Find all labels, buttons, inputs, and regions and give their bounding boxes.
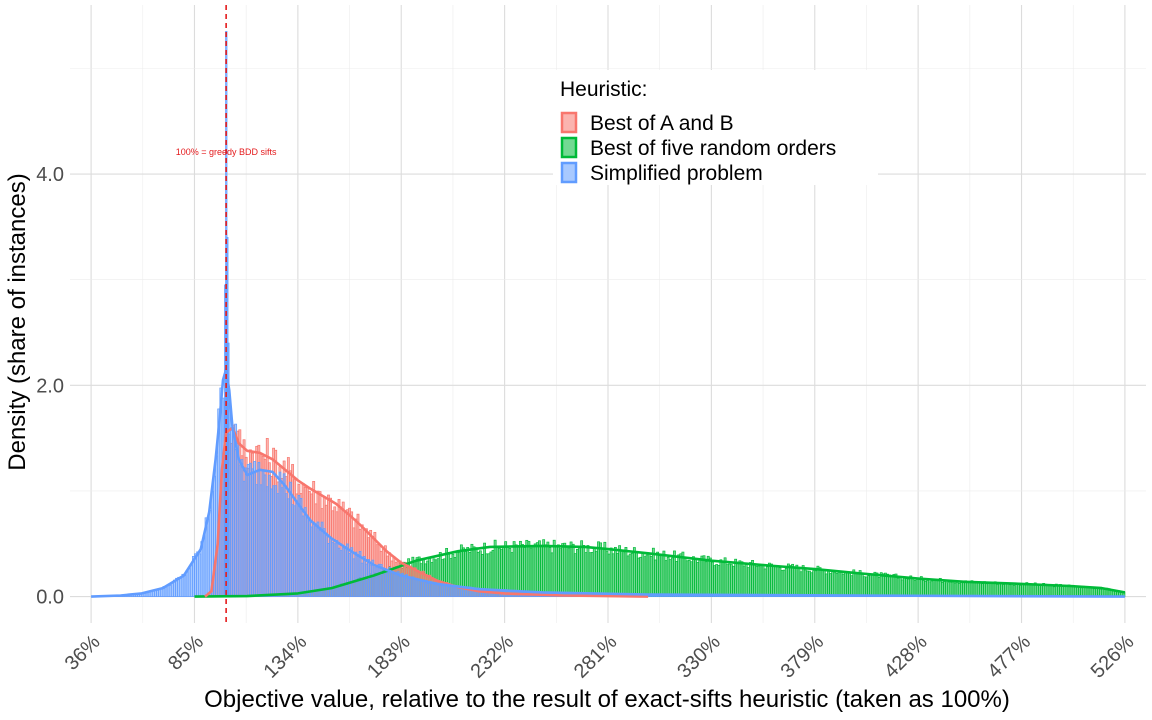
x-tick-label: 134%	[260, 631, 312, 683]
reference-line-layer: 100% = greedy BDD sifts	[176, 5, 277, 623]
y-axis-title: Density (share of instances)	[4, 173, 31, 470]
legend-key	[560, 111, 578, 134]
x-tick-label: 526%	[1087, 631, 1139, 683]
y-tick-label: 0.0	[36, 587, 64, 609]
legend-label: Best of five random orders	[590, 137, 836, 160]
x-tick-label: 36%	[61, 631, 105, 675]
legend-label: Simplified problem	[590, 162, 763, 185]
reference-line-label: 100% = greedy BDD sifts	[176, 147, 277, 157]
x-tick-label: 232%	[466, 631, 518, 683]
density-curve-simplified-problem	[91, 368, 1125, 598]
legend-label: Best of A and B	[590, 112, 734, 135]
x-tick-label: 379%	[777, 631, 829, 683]
legend-key	[560, 136, 578, 159]
x-tick-label: 330%	[673, 631, 725, 683]
legend-key	[560, 161, 578, 184]
y-tick-labels: 0.0 2.0 4.0	[36, 164, 64, 609]
y-tick-label: 4.0	[36, 164, 64, 186]
x-tick-label: 85%	[164, 631, 208, 675]
x-tick-label: 281%	[570, 631, 622, 683]
legend-title: Heuristic:	[560, 78, 648, 101]
x-axis-title: Objective value, relative to the result …	[204, 686, 1010, 713]
density-curve-best-of-five-random-orders	[194, 544, 1126, 598]
x-tick-label: 183%	[363, 631, 415, 683]
x-tick-label: 428%	[880, 631, 932, 683]
x-tick-label: 477%	[983, 631, 1035, 683]
curves-layer	[91, 368, 1126, 598]
legend-background	[553, 70, 878, 185]
x-tick-labels: 36% 85% 134% 183% 232% 281% 330% 379% 428% 477% 52…	[61, 631, 1139, 683]
y-tick-label: 2.0	[36, 375, 64, 397]
